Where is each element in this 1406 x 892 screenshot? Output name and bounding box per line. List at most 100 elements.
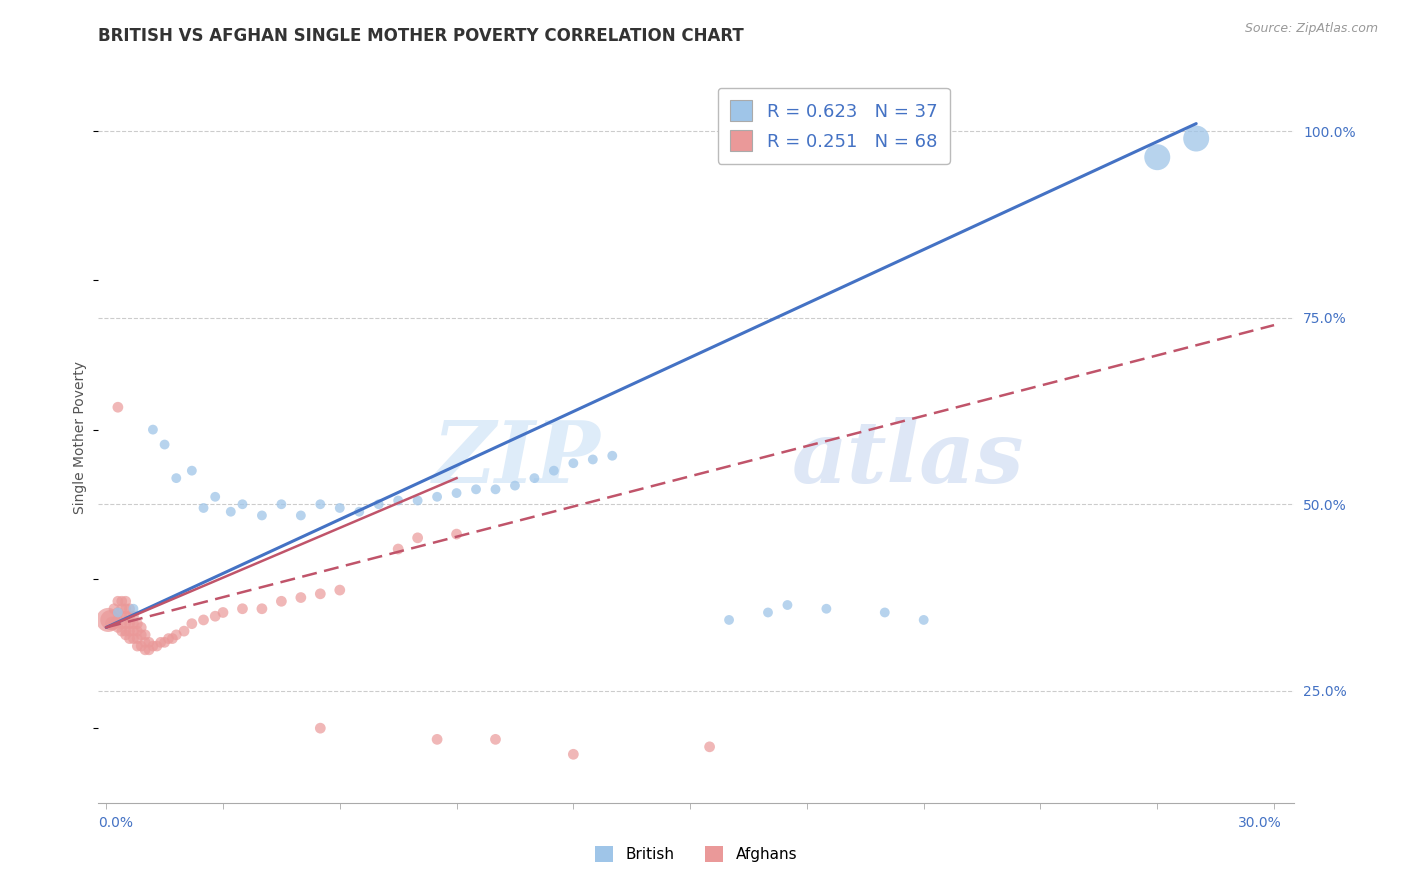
Y-axis label: Single Mother Poverty: Single Mother Poverty bbox=[73, 360, 87, 514]
Point bbox=[146, 639, 169, 653]
Point bbox=[111, 594, 134, 608]
Point bbox=[157, 632, 180, 646]
Point bbox=[107, 594, 129, 608]
Point bbox=[122, 632, 145, 646]
Point bbox=[387, 542, 409, 557]
Point bbox=[142, 423, 165, 437]
Point bbox=[329, 583, 352, 598]
Point bbox=[118, 609, 141, 624]
Point bbox=[114, 628, 136, 642]
Point bbox=[484, 483, 506, 497]
Point bbox=[503, 478, 526, 492]
Point bbox=[153, 437, 176, 451]
Point bbox=[127, 632, 149, 646]
Text: Source: ZipAtlas.com: Source: ZipAtlas.com bbox=[1244, 22, 1378, 36]
Point bbox=[165, 628, 187, 642]
Point bbox=[101, 616, 124, 631]
Point bbox=[107, 613, 129, 627]
Point bbox=[180, 464, 202, 478]
Point bbox=[309, 497, 332, 511]
Text: BRITISH VS AFGHAN SINGLE MOTHER POVERTY CORRELATION CHART: BRITISH VS AFGHAN SINGLE MOTHER POVERTY … bbox=[98, 27, 744, 45]
Point bbox=[699, 739, 721, 754]
Point bbox=[219, 505, 242, 519]
Point bbox=[600, 449, 623, 463]
Point bbox=[718, 613, 741, 627]
Point bbox=[873, 606, 896, 620]
Point bbox=[180, 616, 202, 631]
Point bbox=[129, 628, 152, 642]
Point bbox=[329, 500, 352, 515]
Point bbox=[349, 505, 371, 519]
Point bbox=[114, 609, 136, 624]
Point bbox=[122, 624, 145, 639]
Legend: R = 0.623   N = 37, R = 0.251   N = 68: R = 0.623 N = 37, R = 0.251 N = 68 bbox=[718, 87, 950, 164]
Point bbox=[290, 508, 312, 523]
Point bbox=[114, 624, 136, 639]
Point bbox=[212, 606, 235, 620]
Point bbox=[367, 497, 389, 511]
Text: 30.0%: 30.0% bbox=[1239, 816, 1282, 830]
Point bbox=[204, 490, 226, 504]
Point bbox=[270, 594, 292, 608]
Point bbox=[484, 732, 506, 747]
Point bbox=[98, 613, 121, 627]
Point bbox=[406, 531, 429, 545]
Point bbox=[406, 493, 429, 508]
Point bbox=[138, 635, 160, 649]
Text: atlas: atlas bbox=[792, 417, 1024, 500]
Text: 0.0%: 0.0% bbox=[98, 816, 134, 830]
Point bbox=[114, 601, 136, 615]
Point bbox=[446, 527, 468, 541]
Point bbox=[107, 620, 129, 634]
Point bbox=[290, 591, 312, 605]
Point bbox=[912, 613, 935, 627]
Point bbox=[118, 616, 141, 631]
Point bbox=[815, 601, 838, 615]
Point bbox=[1185, 131, 1208, 145]
Point bbox=[193, 613, 215, 627]
Point bbox=[173, 624, 195, 639]
Point bbox=[129, 639, 152, 653]
Point bbox=[250, 601, 273, 615]
Point bbox=[107, 606, 129, 620]
Point bbox=[250, 508, 273, 523]
Point bbox=[127, 639, 149, 653]
Point bbox=[162, 632, 184, 646]
Point bbox=[122, 601, 145, 615]
Point bbox=[111, 624, 134, 639]
Point bbox=[465, 483, 488, 497]
Point bbox=[543, 464, 565, 478]
Point bbox=[582, 452, 605, 467]
Point bbox=[134, 635, 156, 649]
Point bbox=[270, 497, 292, 511]
Point bbox=[134, 628, 156, 642]
Point bbox=[231, 601, 253, 615]
Text: ZIP: ZIP bbox=[433, 417, 600, 500]
Point bbox=[103, 616, 125, 631]
Point bbox=[118, 632, 141, 646]
Point bbox=[111, 616, 134, 631]
Point bbox=[756, 606, 779, 620]
Point bbox=[129, 620, 152, 634]
Point bbox=[103, 601, 125, 615]
Point bbox=[122, 616, 145, 631]
Point bbox=[426, 732, 449, 747]
Point bbox=[523, 471, 546, 485]
Point bbox=[387, 493, 409, 508]
Point bbox=[107, 606, 129, 620]
Point bbox=[231, 497, 253, 511]
Point bbox=[165, 471, 187, 485]
Point bbox=[134, 642, 156, 657]
Point bbox=[111, 601, 134, 615]
Point bbox=[107, 401, 129, 415]
Point bbox=[1146, 150, 1168, 164]
Point bbox=[153, 635, 176, 649]
Point bbox=[142, 639, 165, 653]
Point bbox=[776, 598, 799, 612]
Point bbox=[127, 616, 149, 631]
Point bbox=[149, 635, 172, 649]
Point bbox=[309, 587, 332, 601]
Point bbox=[97, 613, 120, 627]
Point bbox=[204, 609, 226, 624]
Point bbox=[193, 500, 215, 515]
